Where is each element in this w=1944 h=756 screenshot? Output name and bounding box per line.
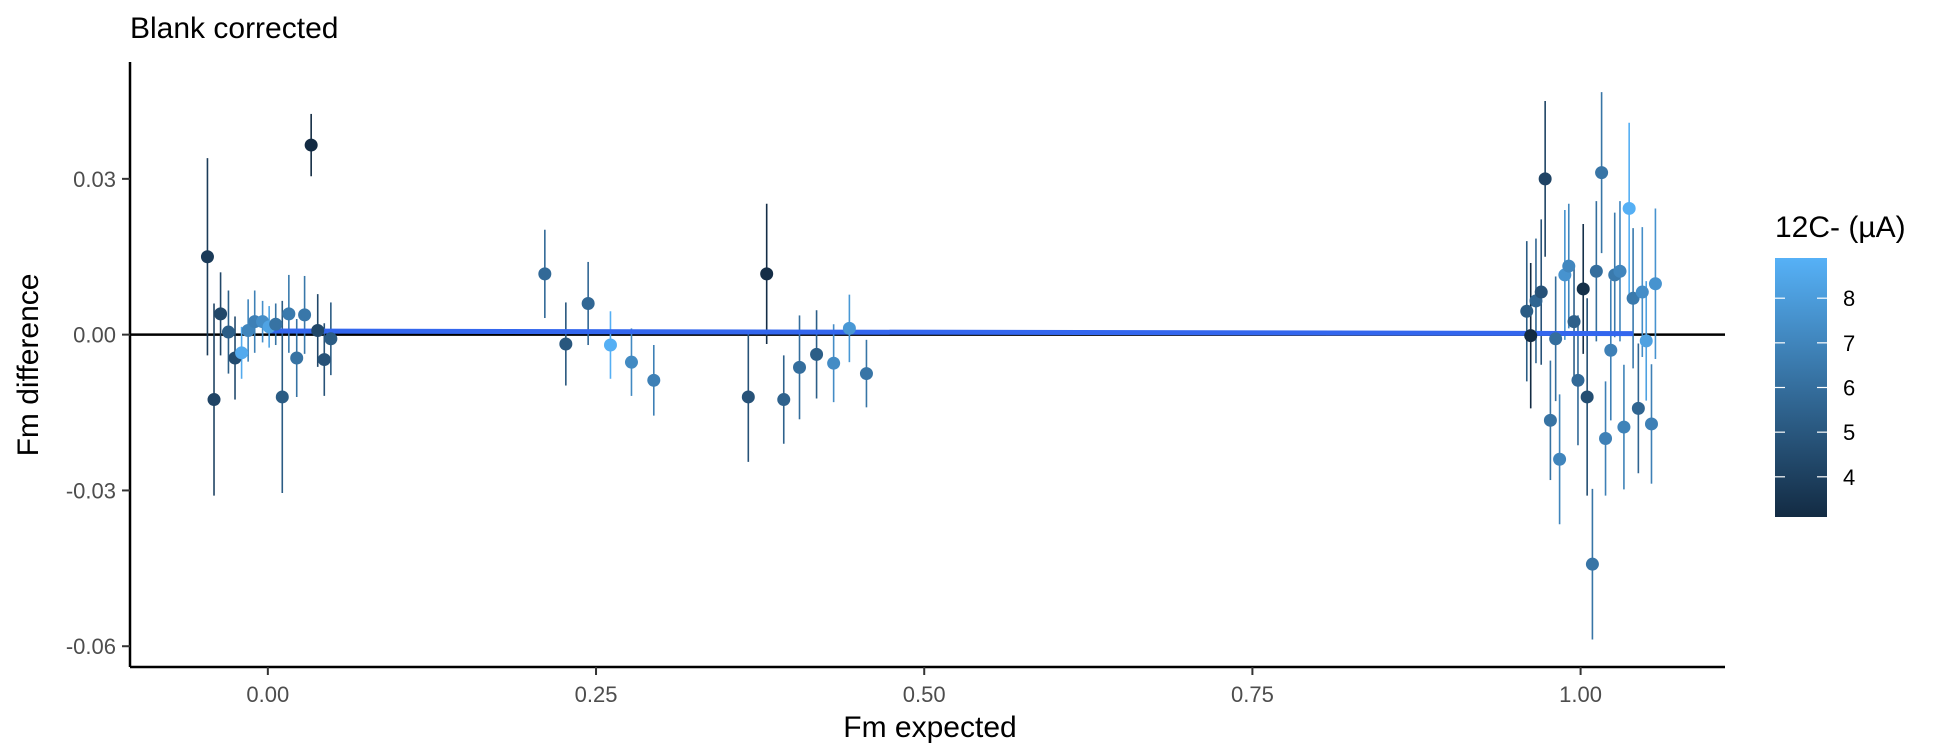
data-point (1576, 282, 1590, 296)
y-axis-ticks: -0.06 -0.03 0.00 0.03 (66, 167, 130, 659)
data-point (842, 321, 856, 335)
legend-tick-label: 5 (1843, 420, 1855, 445)
fit-line-group (267, 328, 1634, 337)
data-point (207, 393, 221, 407)
data-point (311, 323, 325, 337)
data-point (1604, 343, 1618, 357)
data-point (538, 267, 552, 281)
data-point (1613, 264, 1627, 278)
legend-tick-label: 8 (1843, 286, 1855, 311)
fit-line (267, 328, 1634, 337)
y-tick-label: 0.00 (73, 323, 116, 348)
data-point (304, 138, 318, 152)
data-point (1639, 334, 1653, 348)
y-axis-title: Fm difference (12, 274, 45, 457)
data-point (810, 347, 824, 361)
data-point (1538, 172, 1552, 186)
data-point (741, 390, 755, 404)
data-point (1524, 329, 1538, 343)
y-tick-label: -0.03 (66, 478, 116, 503)
data-point (1580, 390, 1594, 404)
data-point (1520, 304, 1534, 318)
data-point (1534, 285, 1548, 299)
x-axis-ticks: 0.00 0.25 0.50 0.75 1.00 (246, 667, 1602, 707)
data-point (298, 308, 312, 322)
data-point (1562, 259, 1576, 273)
data-point (1571, 373, 1585, 387)
data-point (200, 250, 214, 264)
data-point (1585, 557, 1599, 571)
data-point (1644, 417, 1658, 431)
data-point (581, 296, 595, 310)
data-point (282, 307, 296, 321)
data-point (793, 360, 807, 374)
data-points (200, 138, 1662, 571)
data-point (603, 338, 617, 352)
data-point (559, 337, 573, 351)
data-point (214, 307, 228, 321)
data-point (859, 367, 873, 381)
data-point (269, 317, 283, 331)
legend-tick-label: 4 (1843, 465, 1855, 490)
data-point (1648, 277, 1662, 291)
data-point (1622, 201, 1636, 215)
data-point (760, 267, 774, 281)
x-tick-label: 0.25 (575, 682, 618, 707)
data-point (1617, 420, 1631, 434)
y-tick-label: 0.03 (73, 167, 116, 192)
data-point (1553, 452, 1567, 466)
legend-title: 12C- (µA) (1775, 211, 1906, 244)
data-point (624, 355, 638, 369)
error-bars (206, 92, 1657, 640)
x-tick-label: 0.50 (903, 682, 946, 707)
y-tick-label: -0.06 (66, 634, 116, 659)
legend-tick-label: 7 (1843, 331, 1855, 356)
data-point (777, 393, 791, 407)
data-point (1595, 166, 1609, 180)
data-point (1549, 332, 1563, 346)
plot-area (130, 92, 1725, 640)
data-point (235, 346, 249, 360)
data-point (1635, 285, 1649, 299)
x-axis-title: Fm expected (843, 711, 1016, 744)
legend-ticks: 4 5 6 7 8 (1775, 286, 1855, 490)
legend: 12C- (µA) 4 5 6 7 8 (1775, 211, 1906, 517)
data-point (647, 373, 661, 387)
data-point (827, 356, 841, 370)
data-point (275, 390, 289, 404)
data-point (221, 325, 235, 339)
data-point (1599, 432, 1613, 446)
data-point (324, 332, 338, 346)
data-point (317, 353, 331, 367)
data-point (1543, 413, 1557, 427)
data-point (1626, 291, 1640, 305)
x-tick-label: 0.75 (1231, 682, 1274, 707)
x-tick-label: 0.00 (246, 682, 289, 707)
chart-title: Blank corrected (130, 12, 338, 45)
data-point (290, 351, 304, 365)
data-point (1631, 401, 1645, 415)
data-point (1589, 264, 1603, 278)
axes: 0.00 0.25 0.50 0.75 1.00 -0.06 -0.03 0.00 0.03 (66, 62, 1725, 707)
data-point (1567, 315, 1581, 329)
x-tick-label: 1.00 (1559, 682, 1602, 707)
legend-tick-label: 6 (1843, 376, 1855, 401)
